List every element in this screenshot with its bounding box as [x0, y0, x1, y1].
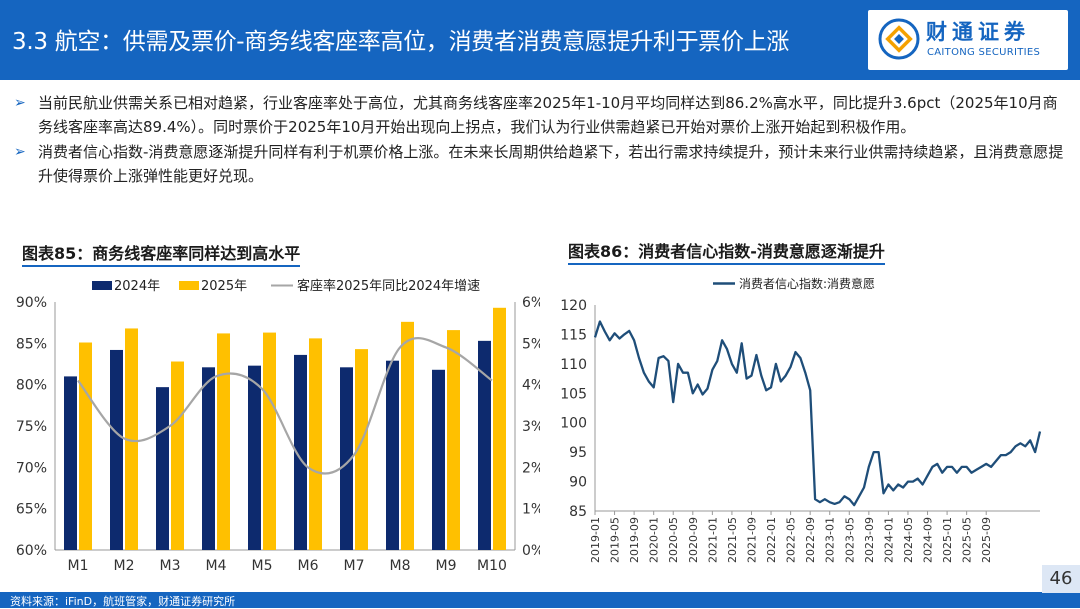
bar-2025-M9: [447, 330, 460, 550]
bullet-item: ➢ 消费者信心指数-消费意愿逐渐提升同样有利于机票价格上涨。在未来长周期供给趋紧…: [12, 141, 1067, 188]
confidence-line: [595, 322, 1040, 506]
bar-2025-M1: [79, 343, 92, 550]
y-right-tick-label: 5%: [522, 336, 540, 352]
legend-swatch-1: [179, 281, 199, 290]
bar-2025-M10: [493, 308, 506, 550]
bar-2024-M10: [478, 341, 491, 550]
x-tick-label: 2021-05: [726, 517, 739, 563]
x-tick-label: 2020-05: [667, 517, 680, 563]
y-tick-label: 115: [560, 327, 587, 343]
slide-header: 3.3 航空：供需及票价-商务线客座率高位，消费者消费意愿提升利于票价上涨 财通…: [0, 0, 1080, 80]
bar-2025-M4: [217, 333, 230, 550]
bullet-text: 当前民航业供需关系已相对趋紧，行业客座率处于高位，尤其商务线客座率2025年1-…: [38, 94, 1058, 136]
logo-text-en: CAITONG SECURITIES: [927, 47, 1040, 58]
x-tick-label: 2024-05: [902, 517, 915, 563]
x-tick-label: 2022-01: [765, 517, 778, 563]
legend-label-line: 客座率2025年同比2024年增速: [297, 278, 480, 294]
y-tick-label: 110: [560, 357, 587, 373]
x-tick-label: 2024-09: [922, 517, 935, 563]
page-title: 3.3 航空：供需及票价-商务线客座率高位，消费者消费意愿提升利于票价上涨: [12, 22, 789, 56]
company-logo: 财通证券 CAITONG SECURITIES: [868, 10, 1068, 70]
y-left-tick-label: 70%: [16, 460, 47, 476]
caitong-logo-icon: [878, 18, 920, 60]
x-tick-label: 2022-05: [785, 517, 798, 563]
page-number: 46: [1042, 565, 1080, 593]
y-right-tick-label: 1%: [522, 502, 540, 518]
y-right-tick-label: 4%: [522, 378, 540, 394]
bar-2024-M4: [202, 367, 215, 550]
chart-85-load-factor: 2024年 2025年 客座率2025年同比2024年增速 60% 65% 70% 75% 8…: [0, 265, 540, 590]
chart-86-consumer-confidence: 消费者信心指数:消费意愿 85 90 95 100 105 110 115 120 2019-01…: [545, 265, 1080, 590]
y-left-tick-label: 85%: [16, 336, 47, 352]
bullet-item: ➢ 当前民航业供需关系已相对趋紧，行业客座率处于高位，尤其商务线客座率2025年…: [12, 92, 1067, 139]
legend-label: 消费者信心指数:消费意愿: [739, 276, 875, 291]
x-tick-label: 2022-09: [804, 517, 817, 563]
y-tick-label: 95: [569, 445, 587, 461]
x-tick-label: M6: [298, 558, 319, 574]
bullet-arrow-icon: ➢: [14, 141, 26, 165]
bullet-text: 消费者信心指数-消费意愿逐渐提升同样有利于机票价格上涨。在未来长周期供给趋紧下，…: [38, 143, 1063, 185]
x-tick-label: 2021-01: [706, 517, 719, 563]
source-note: 资料来源：iFinD，航班管家，财通证券研究所: [10, 593, 235, 609]
bullet-arrow-icon: ➢: [14, 92, 26, 116]
x-tick-label: M9: [436, 558, 457, 574]
legend-label-0: 2024年: [114, 279, 160, 294]
y-left-tick-label: 65%: [16, 502, 47, 518]
bar-2025-M8: [401, 322, 414, 550]
x-tick-label: M5: [252, 558, 273, 574]
bar-2025-M5: [263, 333, 276, 550]
y-tick-label: 105: [560, 386, 587, 402]
y-tick-label: 90: [569, 475, 587, 491]
x-tick-label: M1: [68, 558, 89, 574]
x-tick-label: 2025-05: [961, 517, 974, 563]
y-tick-label: 85: [569, 504, 587, 520]
bar-2024-M5: [248, 366, 261, 550]
y-right-tick-label: 6%: [522, 295, 540, 311]
legend-swatch-0: [92, 281, 112, 290]
bullet-list: ➢ 当前民航业供需关系已相对趋紧，行业客座率处于高位，尤其商务线客座率2025年…: [12, 92, 1067, 190]
x-tick-label: M7: [344, 558, 365, 574]
y-left-tick-label: 60%: [16, 543, 47, 559]
chart-86-title: 图表86：消费者信心指数-消费意愿逐渐提升: [568, 238, 885, 262]
x-tick-label: M10: [477, 558, 507, 574]
x-tick-label: 2025-01: [941, 517, 954, 563]
bar-2024-M2: [110, 350, 123, 550]
bar-2024-M8: [386, 361, 399, 550]
x-tick-label: 2023-01: [824, 517, 837, 563]
x-tick-label: 2025-09: [980, 517, 993, 563]
x-tick-label: 2020-09: [687, 517, 700, 563]
y-tick-label: 100: [560, 416, 587, 432]
x-tick-label: 2019-05: [609, 517, 622, 563]
x-tick-label: 2021-09: [745, 517, 758, 563]
y-right-tick-label: 3%: [522, 419, 540, 435]
y-left-tick-label: 90%: [16, 295, 47, 311]
y-tick-label: 120: [560, 298, 587, 314]
x-tick-label: 2024-01: [882, 517, 895, 563]
x-tick-label: M4: [206, 558, 227, 574]
x-tick-label: 2019-09: [628, 517, 641, 563]
bar-2024-M3: [156, 387, 169, 550]
bar-2024-M9: [432, 370, 445, 550]
x-tick-label: M3: [160, 558, 181, 574]
bar-2025-M6: [309, 338, 322, 550]
bar-2024-M1: [64, 376, 77, 550]
y-left-tick-label: 80%: [16, 378, 47, 394]
x-tick-label: 2020-01: [648, 517, 661, 563]
x-tick-label: 2019-01: [589, 517, 602, 563]
x-tick-label: 2023-09: [863, 517, 876, 563]
growth-line: [78, 338, 492, 473]
y-left-tick-label: 75%: [16, 419, 47, 435]
chart-85-title: 图表85：商务线客座率同样达到高水平: [22, 240, 300, 264]
x-tick-label: M8: [390, 558, 411, 574]
footer-bar: 资料来源：iFinD，航班管家，财通证券研究所: [0, 592, 1080, 608]
bar-2025-M3: [171, 362, 184, 550]
y-right-tick-label: 0%: [522, 543, 540, 559]
y-right-tick-label: 2%: [522, 460, 540, 476]
x-tick-label: M2: [114, 558, 135, 574]
logo-text-cn: 财通证券: [926, 16, 1030, 46]
x-tick-label: 2023-05: [843, 517, 856, 563]
legend-label-1: 2025年: [201, 279, 247, 294]
